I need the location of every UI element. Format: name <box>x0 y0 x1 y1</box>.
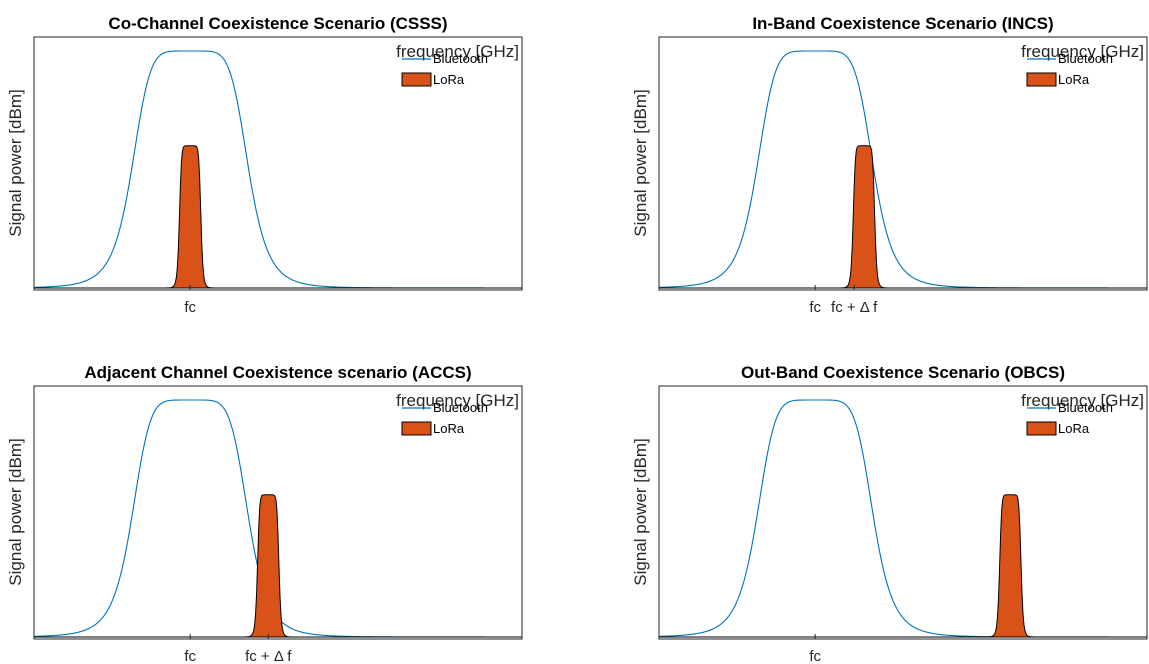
curves-group <box>33 399 522 638</box>
x-tick-label: fc + Δ f <box>245 648 292 664</box>
x-tick-label: fc <box>809 648 821 664</box>
legend-label-lora: LoRa <box>433 72 465 87</box>
x-ticks-group: fc fc + Δ f <box>184 634 292 664</box>
x-ticks-group: fc <box>184 285 196 316</box>
x-axis-label: frequency [GHz] <box>1021 391 1144 410</box>
legend-label-bluetooth: Bluetooth <box>433 400 488 415</box>
legend-label-bluetooth: Bluetooth <box>1058 400 1113 415</box>
plot-area <box>658 36 1148 291</box>
legend: Bluetooth LoRa <box>1026 400 1113 436</box>
legend-swatch-lora <box>401 421 432 436</box>
chart-panel-csss: Co-Channel Coexistence Scenario (CSSS) f… <box>6 14 523 316</box>
x-tick-label: fc + Δ f <box>831 299 878 316</box>
x-axis-label: frequency [GHz] <box>1021 42 1144 61</box>
chart-title: Adjacent Channel Coexistence scenario (A… <box>84 363 471 382</box>
legend-swatch-lora <box>1026 421 1057 436</box>
plot-area <box>658 385 1148 640</box>
legend-label-bluetooth: Bluetooth <box>1058 51 1113 66</box>
x-axis-label: frequency [GHz] <box>396 391 519 410</box>
legend-label-lora: LoRa <box>1058 72 1090 87</box>
plot-area <box>33 36 523 291</box>
legend-swatch-lora <box>1026 72 1057 87</box>
chart-panel-incs: In-Band Coexistence Scenario (INCS) freq… <box>631 14 1148 316</box>
x-ticks-group: fc fc + Δ f <box>809 285 878 316</box>
x-tick-label: fc <box>184 299 196 316</box>
legend: Bluetooth LoRa <box>1026 51 1113 87</box>
y-axis-label: Signal power [dBm] <box>6 89 25 236</box>
x-axis-label: frequency [GHz] <box>396 42 519 61</box>
x-ticks-group: fc <box>809 634 821 664</box>
chart-title: Co-Channel Coexistence Scenario (CSSS) <box>108 14 447 33</box>
legend: Bluetooth LoRa <box>401 51 488 87</box>
chart-panel-obcs: Out-Band Coexistence Scenario (OBCS) fre… <box>631 363 1148 664</box>
legend-label-bluetooth: Bluetooth <box>433 51 488 66</box>
y-axis-label: Signal power [dBm] <box>631 438 650 585</box>
curves-group <box>658 50 1147 289</box>
x-tick-label: fc <box>809 299 821 316</box>
curves-group <box>33 50 522 289</box>
legend-swatch-lora <box>401 72 432 87</box>
chart-panel-accs: Adjacent Channel Coexistence scenario (A… <box>6 363 523 664</box>
legend-label-lora: LoRa <box>433 421 465 436</box>
x-tick-label: fc <box>184 648 196 664</box>
y-axis-label: Signal power [dBm] <box>631 89 650 236</box>
curves-group <box>658 399 1147 638</box>
chart-title: In-Band Coexistence Scenario (INCS) <box>752 14 1053 33</box>
legend: Bluetooth LoRa <box>401 400 488 436</box>
y-axis-label: Signal power [dBm] <box>6 438 25 585</box>
legend-label-lora: LoRa <box>1058 421 1090 436</box>
chart-title: Out-Band Coexistence Scenario (OBCS) <box>741 363 1065 382</box>
